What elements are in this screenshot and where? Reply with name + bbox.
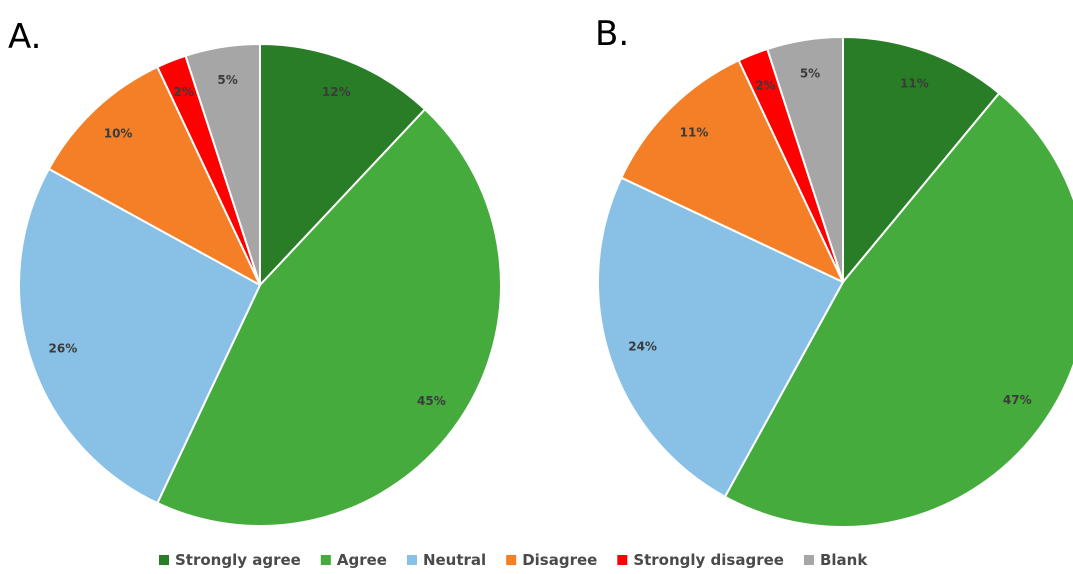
legend-label-strongly-disagree: Strongly disagree <box>633 551 784 569</box>
pie-b-slice-blank <box>766 36 844 283</box>
pie-b-label-agree: 47% <box>1003 393 1032 407</box>
pie-a-label-blank: 5% <box>217 73 237 87</box>
legend-swatch-agree <box>320 555 331 565</box>
pie-a-label-neutral: 26% <box>49 342 78 356</box>
pie-chart-b: B. 11% 47% 24% 11% 2% 5% <box>595 14 1073 528</box>
pie-a-slice-strongly-agree <box>259 43 426 286</box>
legend-label-strongly-agree: Strongly agree <box>175 551 301 569</box>
pie-b-label-strongly-agree: 11% <box>900 76 929 90</box>
pie-chart-a: A. 12% 45% 26% 10% 2% 5% <box>8 17 502 527</box>
legend-swatch-strongly-agree <box>159 555 169 565</box>
pie-a-slice-disagree <box>47 65 261 286</box>
pie-b-label-disagree: 11% <box>680 126 709 140</box>
pie-a-label-strongly-disagree: 2% <box>174 85 194 99</box>
panel-label-b: B. <box>595 14 629 54</box>
legend-swatch-blank <box>803 555 814 565</box>
legend-label-neutral: Neutral <box>423 551 486 569</box>
panel-label-a: A. <box>8 17 41 57</box>
legend: Strongly agree Agree Neutral Disagree Strong… <box>159 551 868 569</box>
pie-b-label-strongly-disagree: 2% <box>755 79 775 93</box>
legend-swatch-disagree <box>506 555 517 565</box>
pie-a-label-strongly-agree: 12% <box>322 85 351 99</box>
legend-swatch-strongly-disagree <box>617 555 628 565</box>
legend-label-disagree: Disagree <box>522 551 597 569</box>
pie-b-slice-strongly-agree <box>842 36 1001 283</box>
legend-swatch-neutral <box>406 555 417 565</box>
pie-b-slice-disagree <box>620 59 844 283</box>
legend-label-blank: Blank <box>820 551 868 569</box>
pie-b-label-neutral: 24% <box>628 340 657 354</box>
pie-a-slice-blank <box>184 43 261 286</box>
pie-a-label-disagree: 10% <box>104 126 133 140</box>
pie-b-slice-neutral <box>597 176 844 498</box>
pie-a-label-agree: 45% <box>417 394 446 408</box>
legend-label-agree: Agree <box>337 551 387 569</box>
pie-b-label-blank: 5% <box>800 66 820 80</box>
pie-b-slice-agree <box>723 92 1073 528</box>
pie-a-slice-agree <box>156 108 502 527</box>
